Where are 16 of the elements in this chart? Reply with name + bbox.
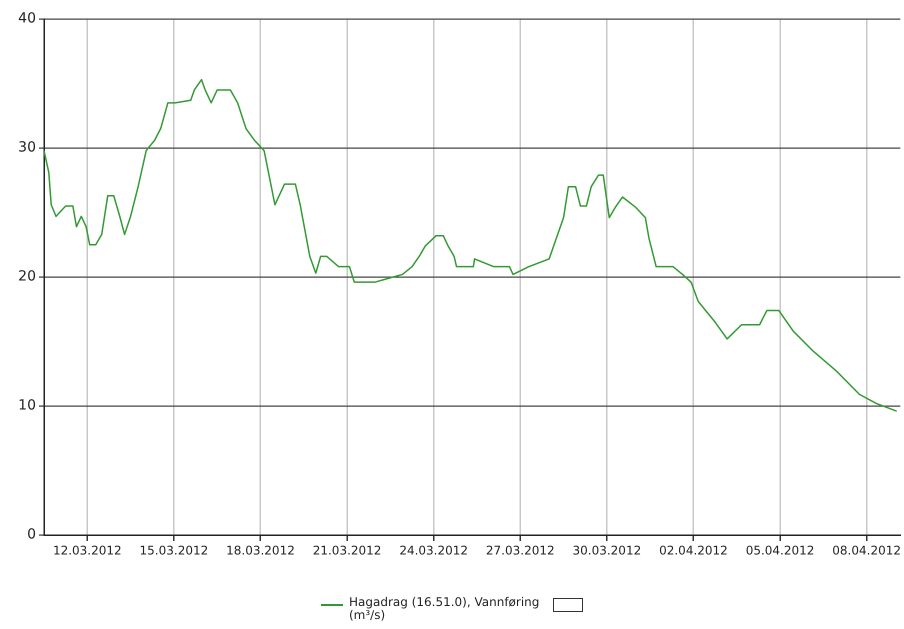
- x-tick-label: 21.03.2012: [312, 543, 382, 558]
- x-tick-label: 24.03.2012: [399, 543, 468, 558]
- y-tick-label: 0: [27, 526, 36, 543]
- x-tick-label: 15.03.2012: [140, 543, 208, 558]
- y-tick-label: 20: [18, 268, 36, 285]
- x-tick-label: 27.03.2012: [486, 543, 555, 558]
- y-tick-label: 10: [18, 398, 36, 414]
- x-tick-label: 05.04.2012: [746, 543, 814, 558]
- x-tick-label: 08.04.2012: [832, 543, 902, 558]
- x-tick-label: 02.04.2012: [659, 543, 728, 558]
- y-tick-label: 30: [18, 140, 36, 156]
- x-tick-label: 30.03.2012: [572, 543, 642, 558]
- y-tick-label: 40: [18, 10, 36, 27]
- x-tick-label: 12.03.2012: [52, 543, 122, 558]
- legend-label: Hagadrag (16.51.0), Vannføring (m³/s): [349, 595, 540, 622]
- x-tick-label: 18.03.2012: [226, 543, 295, 558]
